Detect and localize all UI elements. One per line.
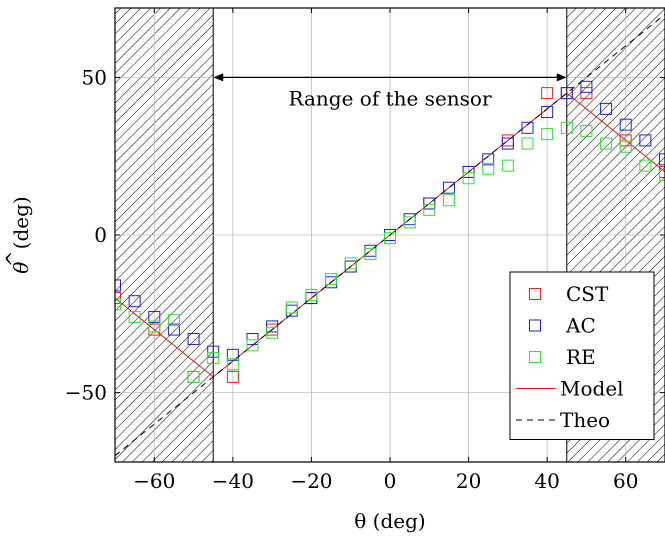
data-point-re [580,124,593,137]
data-point-ac [246,333,259,346]
y-tick-label: 50 [82,65,107,89]
x-tick-label: −40 [212,469,254,493]
data-point-re [541,128,554,141]
legend-label-cst: CST [566,282,609,306]
data-point-re [659,169,665,182]
data-point-re [207,351,220,364]
y-axis-label-unit: (deg) [9,196,33,249]
data-point-re [128,310,141,323]
data-point-re [442,194,455,207]
data-point-re [246,339,259,352]
x-tick-label: −60 [133,469,175,493]
data-point-ac [521,121,534,134]
data-point-re [266,326,279,339]
data-point-re [501,159,514,172]
data-point-ac [482,153,495,166]
data-point-cst [619,134,632,147]
data-point-ac [187,333,200,346]
data-point-ac [423,197,436,210]
data-point-ac [462,165,475,178]
data-point-ac [560,87,573,100]
data-point-ac [266,320,279,333]
y-tick-label: −50 [65,381,107,405]
data-point-ac [167,323,180,336]
data-point-re [187,370,200,383]
x-tick-label: −20 [290,469,332,493]
range-annotation-text: Range of the sensor [288,86,492,110]
y-axis-label: θ (deg) ^ [1,196,33,273]
series-lines [115,13,665,457]
axis-ticks: −60 −40 −20 0 20 40 60 −50 0 50 [65,8,665,493]
data-point-ac [619,118,632,131]
data-point-re [364,247,377,260]
data-point-cst [226,370,239,383]
legend-marker-ac [529,319,541,332]
data-point-re [148,320,161,333]
data-point-ac [442,181,455,194]
legend-marker-cst [529,288,541,300]
data-point-re [619,140,632,153]
data-point-re [226,358,239,371]
data-point-ac [639,134,652,147]
data-point-ac [207,345,220,358]
data-point-cst [115,292,121,305]
data-point-re [560,121,573,134]
x-tick-label: 20 [456,469,481,493]
data-point-ac [501,137,514,150]
data-point-re [285,301,298,314]
x-tick-label: 60 [613,469,638,493]
y-axis-label-symbol: θ [9,262,33,274]
y-axis-label-hat: ^ [1,250,25,267]
data-point-ac [600,102,613,115]
legend-label-ac: AC [565,314,596,338]
data-point-re [600,137,613,150]
data-point-ac [115,279,121,292]
series-markers [115,80,665,383]
data-point-re [423,203,436,216]
data-point-re [462,172,475,185]
y-tick-label: 0 [94,223,107,247]
range-annotation: Range of the sensor [213,73,567,110]
data-point-ac [541,106,554,119]
x-tick-label: 40 [534,469,559,493]
legend: CST AC RE Model Theo [509,271,655,440]
data-point-re [167,314,180,327]
data-point-ac [580,80,593,93]
x-axis-label: θ (deg) [354,509,425,533]
data-point-re [325,273,338,286]
legend-marker-re [529,351,541,363]
data-point-re [521,137,534,150]
data-point-ac [148,310,161,323]
data-point-ac [659,153,665,166]
data-point-re [344,257,357,270]
svg-text:θ (deg): θ (deg) [9,196,33,273]
data-point-ac [226,348,239,361]
legend-label-theo: Theo [560,408,610,432]
data-point-cst [541,87,554,100]
data-point-re [482,162,495,175]
legend-label-re: RE [566,345,596,369]
legend-label-model: Model [560,377,624,401]
data-point-re [305,288,318,301]
data-point-re [403,216,416,229]
data-point-re [384,232,396,245]
data-point-re [115,298,121,311]
data-point-re [639,159,652,172]
series-line-theo [115,13,665,457]
data-point-ac [128,295,141,308]
x-tick-label: 0 [384,469,397,493]
data-point-cst [580,87,593,100]
range-arrow-left-head [213,73,224,82]
range-arrow-right-head [556,73,567,82]
